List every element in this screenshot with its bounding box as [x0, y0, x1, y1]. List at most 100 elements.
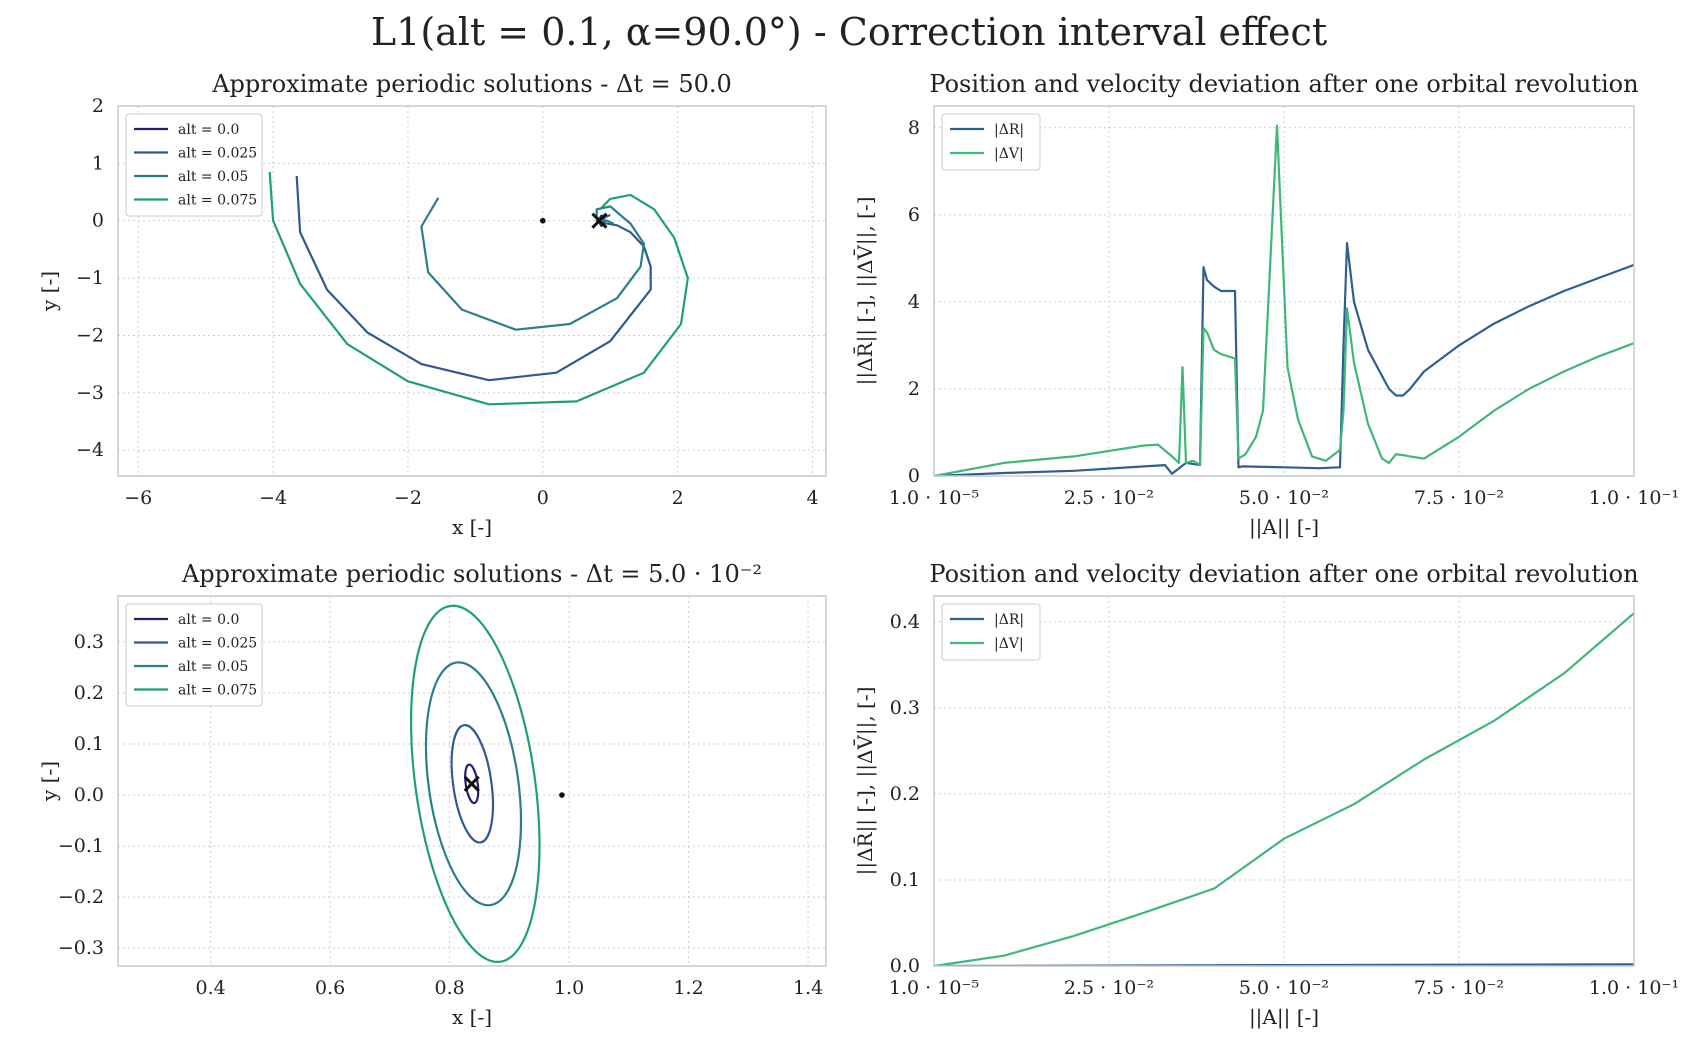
- x-tick-label: 7.5 · 10⁻²: [1414, 977, 1504, 999]
- plot-area: [268, 171, 689, 406]
- legend: alt = 0.0 alt = 0.025 alt = 0.05 alt = 0.07…: [125, 603, 263, 707]
- y-tick-label: 0.2: [890, 783, 920, 805]
- y-tick-label: 8: [908, 117, 920, 139]
- legend-label: |ΔR|: [994, 122, 1024, 138]
- y-tick-label: 2: [92, 95, 104, 117]
- y-tick-label: 0.0: [890, 955, 920, 977]
- legend-label: alt = 0.075: [178, 683, 257, 699]
- legend: |ΔR| |ΔV|: [941, 113, 1041, 171]
- y-tick-label: −3: [76, 382, 104, 404]
- x-tick-label: 0.6: [315, 977, 345, 999]
- y-tick-label: 0.2: [74, 682, 104, 704]
- chart-title: Position and velocity deviation after on…: [929, 560, 1638, 588]
- y-tick-label: 0.0: [74, 784, 104, 806]
- series-line: [464, 763, 480, 805]
- x-tick-label: 2: [672, 487, 684, 509]
- series-line: [934, 612, 1634, 966]
- x-tick-label: −6: [124, 487, 152, 509]
- chart-title: Position and velocity deviation after on…: [929, 70, 1638, 98]
- x-axis-label: x [-]: [452, 1005, 492, 1029]
- axes-frame: [933, 595, 1635, 967]
- libration-point-marker: [463, 775, 480, 792]
- x-tick-label: 7.5 · 10⁻²: [1414, 487, 1504, 509]
- series-line: [420, 197, 646, 331]
- x-tick-label: 1.0 · 10⁻⁵: [889, 487, 979, 509]
- legend-label: |ΔV|: [994, 636, 1024, 652]
- x-tick-label: 1.0: [554, 977, 584, 999]
- chart-title: Approximate periodic solutions - Δt = 50…: [211, 70, 732, 98]
- x-tick-label: −2: [394, 487, 422, 509]
- legend-box: [125, 603, 263, 707]
- y-tick-label: 1: [92, 152, 104, 174]
- legend-label: |ΔV|: [994, 146, 1024, 162]
- chart-3: 0.4 0.6 0.8 1.0 1.2 1.4 −0.3 −0.2 −0.1 0.0 0.1 0.2 0…: [37, 560, 827, 1029]
- marker-stroke: [591, 212, 608, 229]
- x-tick-label: 4: [806, 487, 818, 509]
- body-marker: [540, 217, 546, 224]
- legend-label: alt = 0.05: [178, 169, 248, 185]
- y-tick-label: −0.1: [58, 835, 104, 857]
- series-line: [268, 171, 689, 406]
- legend-label: alt = 0.0: [178, 122, 239, 138]
- legend-label: alt = 0.025: [178, 636, 257, 652]
- legend-label: alt = 0.075: [178, 193, 257, 209]
- x-tick-label: 2.5 · 10⁻²: [1064, 977, 1154, 999]
- y-axis-label: ||ΔR̄|| [-], ||ΔV̄||, [-]: [852, 197, 878, 386]
- y-tick-label: 0.1: [890, 869, 920, 891]
- x-tick-label: 0.4: [195, 977, 225, 999]
- marker-stroke: [463, 775, 480, 792]
- x-tick-label: 5.0 · 10⁻²: [1239, 977, 1329, 999]
- y-tick-label: 0: [908, 465, 920, 487]
- y-tick-label: −2: [76, 324, 104, 346]
- y-tick-label: −1: [76, 267, 104, 289]
- series-line: [450, 724, 495, 844]
- axes-frame: [933, 105, 1635, 477]
- y-tick-label: 0.4: [890, 611, 920, 633]
- series-line: [934, 242, 1634, 476]
- series-line: [409, 604, 541, 963]
- chart-1: −6 −4 −2 0 2 4 −4 −3 −2 −1 0 1 2 Approximate periodic…: [37, 70, 827, 539]
- y-tick-label: −4: [76, 439, 104, 461]
- series-line: [424, 661, 523, 907]
- chart-title: Approximate periodic solutions - Δt = 5.…: [181, 560, 762, 588]
- axes-frame: [117, 105, 827, 477]
- y-tick-label: 0.3: [74, 631, 104, 653]
- body-marker: [559, 792, 565, 798]
- legend-box: [941, 113, 1041, 171]
- axes-frame: [117, 595, 827, 967]
- legend-label: alt = 0.025: [178, 146, 257, 162]
- y-tick-label: −0.3: [58, 937, 104, 959]
- libration-point-marker: [591, 212, 608, 229]
- y-tick-label: 0: [92, 210, 104, 232]
- x-tick-label: 1.4: [793, 977, 823, 999]
- plot-area: [409, 604, 565, 963]
- x-tick-label: −4: [259, 487, 287, 509]
- x-tick-label: 1.0 · 10⁻¹: [1589, 977, 1679, 999]
- legend-box: [941, 603, 1041, 661]
- legend-label: alt = 0.0: [178, 612, 239, 628]
- figure-title: L1(alt = 0.1, α=90.0°) - Correction inte…: [370, 10, 1328, 54]
- legend-box: [125, 113, 263, 217]
- x-tick-label: 0.8: [434, 977, 464, 999]
- x-tick-label: 1.0 · 10⁻¹: [1589, 487, 1679, 509]
- legend-label: alt = 0.05: [178, 659, 248, 675]
- y-tick-label: 6: [908, 204, 920, 226]
- y-tick-label: 0.3: [890, 697, 920, 719]
- y-tick-label: 4: [908, 291, 920, 313]
- x-axis-label: ||A|| [-]: [1249, 1005, 1319, 1030]
- y-axis-label: y [-]: [37, 761, 61, 802]
- x-axis-label: ||A|| [-]: [1249, 515, 1319, 540]
- series-line: [934, 124, 1634, 476]
- x-axis-label: x [-]: [452, 515, 492, 539]
- y-axis-label: y [-]: [37, 271, 61, 312]
- y-axis-label: ||ΔR̄|| [-], ||ΔV̄||, [-]: [852, 687, 878, 876]
- x-tick-label: 2.5 · 10⁻²: [1064, 487, 1154, 509]
- y-tick-label: 2: [908, 378, 920, 400]
- x-tick-label: 0: [537, 487, 549, 509]
- legend: alt = 0.0 alt = 0.025 alt = 0.05 alt = 0.07…: [125, 113, 263, 217]
- chart-2: 1.0 · 10⁻⁵ 2.5 · 10⁻² 5.0 · 10⁻² 7.5 · 10⁻²…: [852, 70, 1679, 540]
- legend: |ΔR| |ΔV|: [941, 603, 1041, 661]
- plot-area: [934, 124, 1634, 476]
- legend-label: |ΔR|: [994, 612, 1024, 628]
